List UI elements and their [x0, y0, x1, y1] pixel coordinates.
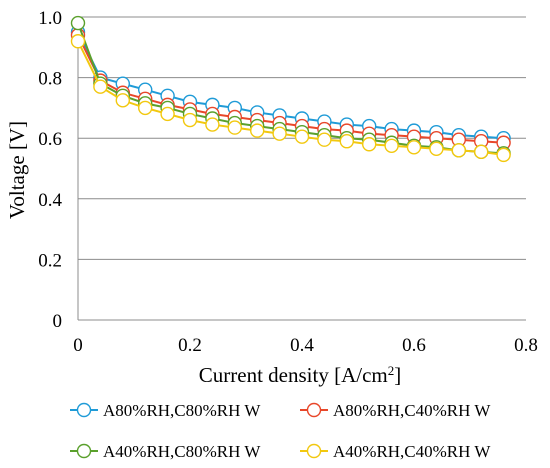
series-group — [70, 15, 511, 163]
data-point — [160, 106, 175, 122]
legend-item: A40%RH,C40%RH W — [300, 442, 491, 461]
legend: A80%RH,C80%RH W A80%RH,C40%RH W A40%RH,C80… — [70, 401, 491, 461]
data-point — [272, 126, 287, 141]
x-tick-label: 0.4 — [290, 335, 314, 356]
data-point — [317, 132, 332, 147]
legend-marker — [306, 443, 322, 459]
legend-item: A40%RH,C80%RH W — [70, 442, 261, 461]
tick-labels: 0 0.2 0.4 0.6 0.8 1.0 0 0.2 0.4 0.6 0.8 — [38, 8, 538, 356]
data-point — [70, 34, 86, 49]
x-axis-title: Current density [A/cm2] — [199, 363, 401, 388]
series-4 — [70, 34, 511, 163]
legend-label: A80%RH,C40%RH W — [333, 401, 491, 420]
data-point — [227, 120, 243, 135]
data-point — [451, 143, 466, 158]
data-point — [137, 100, 153, 116]
x-tick-label: 0.2 — [178, 335, 202, 356]
data-point — [182, 112, 198, 128]
y-tick-label: 0 — [53, 311, 63, 332]
legend-marker — [76, 443, 92, 459]
data-point — [250, 123, 265, 138]
data-point — [384, 138, 399, 153]
data-point — [93, 79, 108, 94]
y-tick-label: 1.0 — [38, 8, 62, 29]
legend-marker — [76, 402, 92, 418]
data-point — [406, 140, 422, 155]
y-tick-label: 0.2 — [38, 250, 62, 271]
data-point — [339, 134, 354, 149]
y-tick-label: 0.8 — [38, 69, 62, 90]
data-point — [115, 93, 131, 108]
x-tick-label: 0.8 — [514, 335, 538, 356]
data-point — [429, 141, 444, 157]
axes — [77, 17, 526, 321]
y-axis-title: Voltage [V] — [5, 121, 29, 219]
data-point — [474, 144, 489, 160]
y-tick-label: 0.6 — [38, 129, 62, 150]
legend-marker — [306, 402, 322, 418]
x-tick-label: 0 — [73, 335, 83, 356]
data-point — [362, 137, 377, 152]
legend-item: A80%RH,C80%RH W — [70, 401, 261, 420]
data-point — [70, 15, 86, 31]
legend-label: A40%RH,C40%RH W — [333, 442, 491, 461]
legend-label: A40%RH,C80%RH W — [103, 442, 261, 461]
x-tick-label: 0.6 — [402, 335, 426, 356]
data-point — [294, 129, 310, 144]
data-point — [496, 147, 511, 163]
series-1 — [70, 24, 511, 146]
legend-label: A80%RH,C80%RH W — [103, 401, 261, 420]
y-tick-label: 0.4 — [38, 190, 62, 211]
legend-item: A80%RH,C40%RH W — [300, 401, 491, 420]
data-point — [205, 117, 220, 132]
